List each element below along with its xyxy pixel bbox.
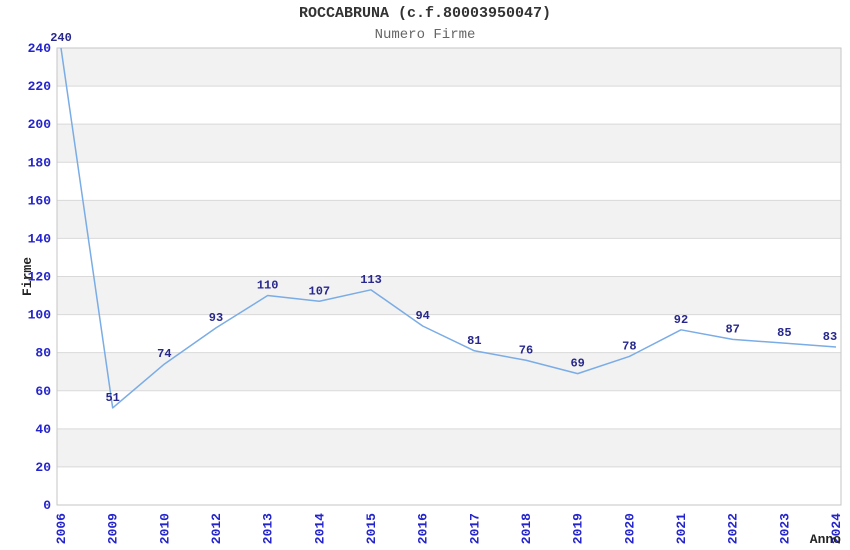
y-tick-label: 100 bbox=[28, 308, 52, 323]
x-tick-label: 2006 bbox=[54, 513, 69, 544]
y-tick-label: 80 bbox=[35, 346, 51, 361]
data-point-label: 240 bbox=[50, 31, 72, 45]
y-tick-label: 160 bbox=[28, 193, 52, 208]
y-tick-label: 0 bbox=[43, 498, 51, 513]
plot-border bbox=[56, 47, 842, 506]
data-point-label: 76 bbox=[519, 343, 533, 357]
y-tick-label: 20 bbox=[35, 460, 51, 475]
chart-title: ROCCABRUNA (c.f.80003950047) bbox=[298, 5, 552, 22]
data-point-label: 113 bbox=[360, 273, 382, 287]
y-tick-label: 40 bbox=[35, 422, 51, 437]
series-line bbox=[60, 47, 837, 409]
y-tick-label: 120 bbox=[28, 270, 52, 285]
x-tick-label: 2020 bbox=[622, 513, 637, 544]
data-point-label: 74 bbox=[157, 347, 171, 361]
grid-band bbox=[57, 124, 841, 163]
data-point-label: 87 bbox=[725, 322, 739, 336]
grid-band bbox=[57, 428, 841, 467]
y-tick-label: 180 bbox=[28, 155, 52, 170]
data-point-label: 110 bbox=[257, 279, 279, 293]
chart-subtitle: Numero Firme bbox=[374, 27, 476, 43]
data-point-label: 78 bbox=[622, 339, 636, 353]
x-tick-label: 2017 bbox=[467, 513, 482, 544]
grid-band bbox=[57, 200, 841, 239]
y-tick-label: 60 bbox=[35, 384, 51, 399]
data-point-label: 81 bbox=[467, 334, 481, 348]
x-tick-label: 2015 bbox=[364, 513, 379, 544]
grid-band bbox=[57, 276, 841, 315]
grid-band bbox=[57, 352, 841, 391]
x-tick-label: 2016 bbox=[416, 513, 431, 544]
x-tick-label: 2009 bbox=[106, 513, 121, 544]
y-tick-label: 220 bbox=[28, 79, 52, 94]
x-tick-label: 2019 bbox=[571, 513, 586, 544]
x-tick-label: 2018 bbox=[519, 513, 534, 544]
grid-band bbox=[57, 48, 841, 87]
data-point-label: 94 bbox=[415, 309, 429, 323]
x-tick-label: 2010 bbox=[157, 513, 172, 544]
data-point-label: 51 bbox=[105, 391, 119, 405]
y-tick-label: 240 bbox=[28, 41, 52, 56]
y-tick-label: 140 bbox=[28, 231, 52, 246]
data-point-label: 85 bbox=[777, 326, 791, 340]
x-tick-label: 2022 bbox=[726, 513, 741, 544]
x-tick-label: 2021 bbox=[674, 513, 689, 544]
data-point-label: 92 bbox=[674, 313, 688, 327]
x-axis-title: Anno bbox=[810, 532, 841, 547]
x-tick-label: 2024 bbox=[829, 513, 844, 544]
y-axis-title: Firme bbox=[20, 257, 35, 296]
x-tick-label: 2014 bbox=[312, 513, 327, 544]
x-tick-label: 2023 bbox=[777, 513, 792, 544]
data-point-label: 69 bbox=[570, 357, 584, 371]
y-tick-label: 200 bbox=[28, 117, 52, 132]
x-tick-label: 2012 bbox=[209, 513, 224, 544]
data-point-label: 83 bbox=[823, 330, 837, 344]
data-point-label: 107 bbox=[309, 284, 331, 298]
data-point-label: 93 bbox=[209, 311, 223, 325]
x-tick-label: 2013 bbox=[261, 513, 276, 544]
